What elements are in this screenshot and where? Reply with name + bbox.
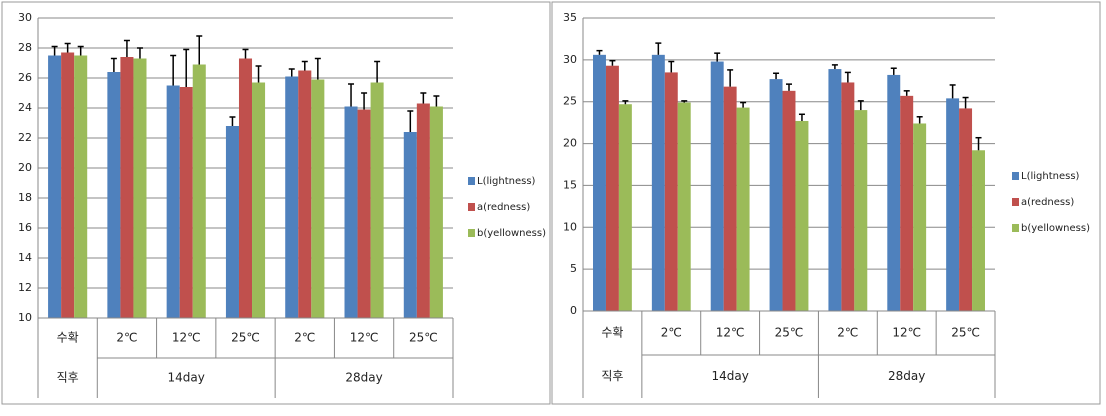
x-tick-label: 25℃ bbox=[775, 326, 804, 340]
y-tick-label: 20 bbox=[18, 161, 32, 174]
bar bbox=[736, 107, 750, 312]
y-tick-label: 5 bbox=[570, 262, 577, 275]
bar bbox=[429, 106, 443, 318]
group-label: 14day bbox=[711, 369, 748, 383]
group-label: 14day bbox=[168, 371, 205, 385]
chart-frame bbox=[1, 1, 551, 405]
y-tick-label: 15 bbox=[563, 178, 577, 191]
x-tick-label: 12℃ bbox=[716, 326, 745, 340]
bar bbox=[710, 61, 724, 311]
x-tick-label: 12℃ bbox=[350, 331, 379, 345]
y-tick-label: 20 bbox=[563, 137, 577, 150]
bar bbox=[618, 104, 632, 312]
bar bbox=[357, 109, 371, 318]
bar bbox=[120, 57, 134, 318]
group-label: 직후 bbox=[57, 371, 79, 385]
y-tick-label: 12 bbox=[18, 281, 32, 294]
bar bbox=[854, 110, 868, 311]
x-tick-label: 25℃ bbox=[409, 331, 438, 345]
bar bbox=[972, 150, 985, 311]
x-tick-label: 12℃ bbox=[892, 326, 921, 340]
bar bbox=[900, 95, 914, 312]
bar bbox=[769, 79, 783, 312]
y-tick-label: 28 bbox=[18, 41, 32, 54]
bar bbox=[677, 102, 691, 312]
bar bbox=[841, 82, 855, 312]
bar bbox=[605, 65, 619, 312]
legend-label: a(redness) bbox=[1021, 197, 1074, 208]
bar bbox=[192, 64, 206, 318]
x-tick-label: 2℃ bbox=[837, 326, 858, 340]
bar bbox=[179, 87, 193, 318]
bar bbox=[913, 123, 927, 311]
bar bbox=[370, 82, 384, 318]
bar bbox=[61, 52, 75, 318]
y-tick-label: 0 bbox=[570, 304, 577, 317]
bar bbox=[416, 103, 430, 318]
bar bbox=[795, 120, 809, 312]
legend-swatch bbox=[1012, 172, 1019, 180]
bar bbox=[74, 55, 88, 318]
bar bbox=[107, 72, 121, 318]
y-tick-label: 30 bbox=[18, 11, 32, 24]
x-tick-label: 2℃ bbox=[294, 331, 315, 345]
bar bbox=[664, 72, 678, 312]
bar bbox=[593, 54, 606, 311]
bar bbox=[723, 86, 737, 311]
bar bbox=[48, 55, 62, 318]
y-tick-label: 18 bbox=[18, 191, 32, 204]
y-tick-label: 24 bbox=[18, 101, 32, 114]
bar bbox=[782, 90, 796, 312]
bar bbox=[828, 69, 842, 312]
legend-swatch bbox=[468, 177, 475, 185]
bar bbox=[252, 82, 266, 318]
bar bbox=[166, 85, 180, 318]
legend-swatch bbox=[1012, 224, 1019, 232]
bar bbox=[225, 126, 239, 318]
y-tick-label: 25 bbox=[563, 95, 577, 108]
bar bbox=[133, 58, 147, 318]
bar bbox=[651, 54, 665, 311]
y-tick-label: 10 bbox=[563, 220, 577, 233]
x-tick-label: 2℃ bbox=[661, 326, 682, 340]
bar bbox=[298, 70, 312, 318]
x-tick-label: 2℃ bbox=[116, 331, 137, 345]
group-label: 직후 bbox=[601, 369, 623, 383]
x-tick-label: 25℃ bbox=[951, 326, 980, 340]
group-label: 28day bbox=[345, 371, 382, 385]
legend-swatch bbox=[1012, 198, 1019, 206]
bar bbox=[946, 98, 960, 311]
bar bbox=[285, 76, 299, 318]
bar bbox=[344, 106, 358, 318]
y-tick-label: 35 bbox=[563, 11, 577, 24]
y-tick-label: 26 bbox=[18, 71, 32, 84]
bar bbox=[238, 58, 253, 318]
x-tick-label: 12℃ bbox=[172, 331, 201, 345]
bar bbox=[403, 132, 417, 318]
y-tick-label: 10 bbox=[18, 311, 32, 324]
chart-frame bbox=[551, 1, 1101, 405]
y-tick-label: 16 bbox=[18, 221, 32, 234]
legend-label: b(yellowness) bbox=[477, 228, 546, 239]
x-tick-label: 수확 bbox=[57, 331, 79, 345]
x-tick-label: 수확 bbox=[601, 326, 623, 340]
y-tick-label: 30 bbox=[563, 53, 577, 66]
x-tick-label: 25℃ bbox=[231, 331, 260, 345]
legend-swatch bbox=[468, 203, 475, 211]
bar bbox=[887, 74, 901, 311]
legend-label: b(yellowness) bbox=[1021, 223, 1090, 234]
legend-label: L(lightness) bbox=[1021, 171, 1080, 182]
group-label: 28day bbox=[888, 369, 925, 383]
y-tick-label: 22 bbox=[18, 131, 32, 144]
bar bbox=[959, 108, 973, 311]
legend-label: L(lightness) bbox=[477, 176, 536, 187]
legend-label: a(redness) bbox=[477, 202, 530, 213]
y-tick-label: 14 bbox=[18, 251, 32, 264]
legend-swatch bbox=[468, 229, 475, 237]
bar bbox=[311, 79, 325, 318]
